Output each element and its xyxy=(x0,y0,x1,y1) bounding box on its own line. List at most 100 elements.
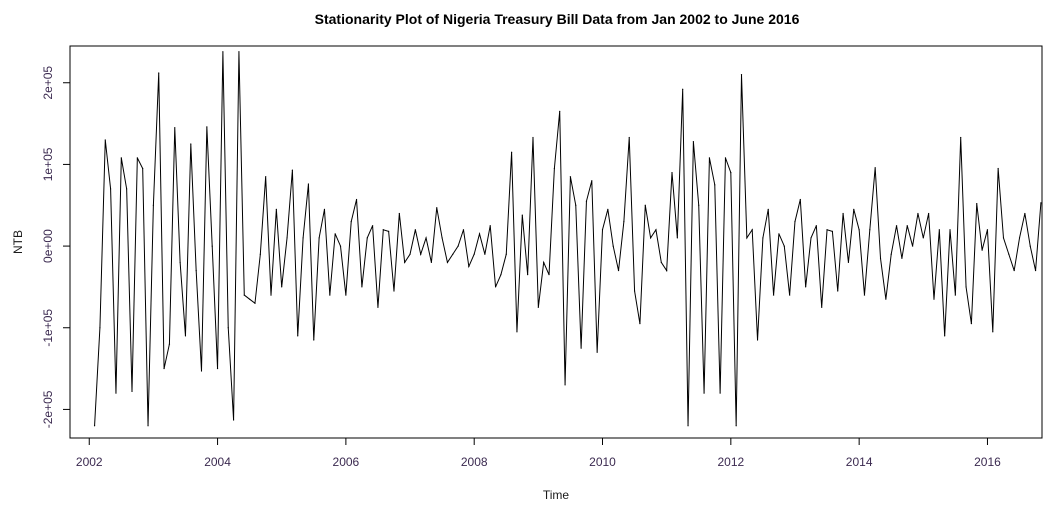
data-point xyxy=(345,294,347,296)
data-point xyxy=(527,274,529,276)
data-point xyxy=(954,294,956,296)
data-point xyxy=(805,286,807,288)
data-point xyxy=(569,176,572,178)
data-point xyxy=(297,335,299,337)
data-point xyxy=(200,370,203,372)
data-point xyxy=(1018,237,1021,239)
data-point xyxy=(318,237,320,239)
data-point xyxy=(500,274,502,276)
data-point xyxy=(799,198,801,201)
chart-title: Stationarity Plot of Nigeria Treasury Bi… xyxy=(315,11,800,27)
data-point xyxy=(511,151,513,153)
data-point xyxy=(441,237,443,239)
data-point xyxy=(938,229,940,231)
data-point xyxy=(543,261,545,264)
data-point xyxy=(831,230,833,232)
data-point xyxy=(735,425,737,427)
data-point xyxy=(724,157,727,159)
data-point xyxy=(414,229,416,231)
data-point xyxy=(970,323,973,325)
data-point xyxy=(104,139,106,141)
data-point xyxy=(1040,202,1042,204)
data-point xyxy=(762,237,764,239)
data-point xyxy=(623,220,625,223)
data-point xyxy=(944,335,946,337)
x-tick-label: 2008 xyxy=(461,455,488,469)
data-point xyxy=(489,225,491,227)
data-point xyxy=(885,298,887,300)
data-point xyxy=(505,253,507,255)
data-point xyxy=(1008,253,1010,255)
data-point xyxy=(1002,237,1005,239)
data-point xyxy=(911,245,914,247)
data-point xyxy=(532,136,534,139)
x-tick-label: 2010 xyxy=(589,455,616,469)
data-point xyxy=(329,294,331,296)
data-point xyxy=(484,253,486,255)
data-point xyxy=(928,212,930,215)
data-point xyxy=(789,294,791,296)
data-point xyxy=(361,286,363,288)
x-axis: 2002 2004 2006 2008 2010 2012 2014 2016 xyxy=(76,437,1001,469)
data-point xyxy=(377,306,379,308)
data-point xyxy=(783,245,785,247)
data-point xyxy=(666,269,668,272)
y-tick-label: -1e+05 xyxy=(41,309,55,347)
data-point xyxy=(719,392,721,394)
data-point xyxy=(794,220,796,223)
data-point xyxy=(617,269,620,272)
data-point xyxy=(650,237,652,239)
data-point xyxy=(559,110,561,112)
data-point xyxy=(211,245,213,247)
data-point xyxy=(698,204,700,206)
data-point xyxy=(714,184,716,186)
data-point xyxy=(232,419,235,421)
data-point xyxy=(179,261,181,264)
data-point xyxy=(494,286,497,288)
data-point xyxy=(772,294,775,296)
data-point xyxy=(382,229,384,231)
data-point xyxy=(110,188,112,190)
data-point xyxy=(254,302,256,304)
y-axis: -2e+05 -1e+05 0e+00 1e+05 2e+05 xyxy=(41,66,71,428)
data-point xyxy=(607,208,609,210)
data-point xyxy=(152,204,154,206)
data-point xyxy=(810,237,812,239)
data-point xyxy=(863,294,866,296)
data-point xyxy=(158,72,160,74)
data-point xyxy=(425,237,427,239)
data-point xyxy=(1013,269,1015,272)
plot-frame xyxy=(69,45,1043,439)
data-point xyxy=(430,261,432,264)
data-point xyxy=(302,237,304,239)
data-point xyxy=(291,169,293,171)
data-point xyxy=(751,229,753,231)
data-point xyxy=(960,136,962,139)
data-point xyxy=(249,298,251,300)
data-point xyxy=(596,351,598,353)
data-point xyxy=(393,290,395,292)
data-point xyxy=(906,225,908,227)
data-point xyxy=(874,167,876,169)
data-point xyxy=(778,233,780,235)
data-point xyxy=(612,245,614,247)
data-point xyxy=(703,392,705,394)
data-point xyxy=(366,237,368,239)
data-point xyxy=(388,230,390,232)
data-point xyxy=(446,261,449,264)
data-point xyxy=(227,327,229,329)
data-point xyxy=(404,261,406,264)
series-line-ntb xyxy=(94,51,1042,426)
data-point xyxy=(580,347,582,349)
data-point xyxy=(976,203,978,205)
data-point xyxy=(997,167,999,170)
data-point xyxy=(821,306,823,308)
y-tick-label: 1e+05 xyxy=(41,147,55,181)
data-point xyxy=(99,327,101,329)
data-point xyxy=(516,331,518,333)
data-point xyxy=(537,306,539,308)
data-point xyxy=(901,257,903,259)
data-point xyxy=(206,126,208,128)
data-point xyxy=(682,88,684,90)
